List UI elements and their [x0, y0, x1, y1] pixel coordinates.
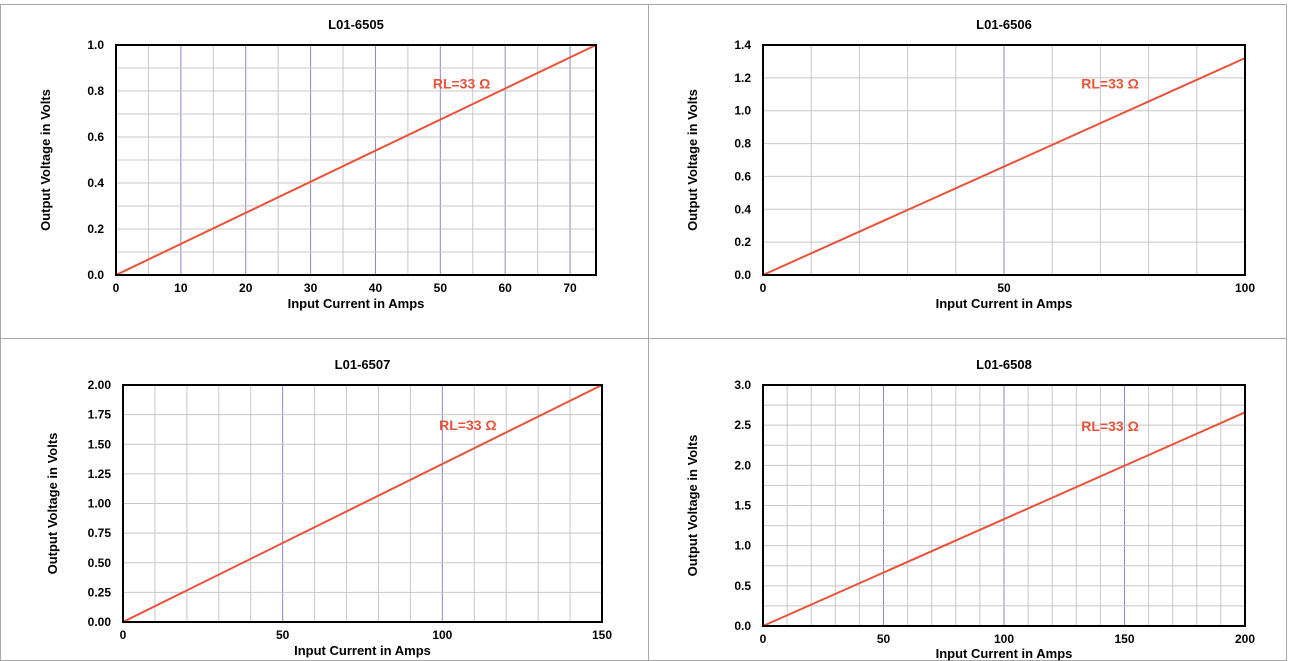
plot-grid: [763, 385, 1245, 626]
y-tick-label: 0.75: [88, 526, 112, 540]
y-tick-label: 3.0: [734, 378, 751, 392]
y-tick-label: 0.2: [734, 235, 751, 249]
y-tick-label: 2.0: [734, 458, 751, 472]
y-tick-label: 0.8: [734, 137, 751, 151]
series-line: [115, 44, 597, 276]
plot-grid: [116, 45, 596, 275]
y-tick-labels: 0.0 0.2 0.4 0.6 0.8 1.0: [87, 38, 104, 282]
x-tick-labels: 0 50 100 150: [120, 628, 613, 642]
y-tick-label: 0.4: [87, 176, 104, 190]
x-tick-label: 50: [877, 632, 891, 646]
y-tick-label: 1.2: [734, 71, 751, 85]
chart-title: L01-6508: [976, 357, 1032, 372]
chart-l01-6507: 0 50 100 150 0.00 0.25 0.50 0.75 1.00 1.25 1.50 1.…: [45, 357, 612, 658]
x-tick-label: 0: [120, 628, 127, 642]
y-tick-label: 0.50: [88, 556, 112, 570]
chart-title: L01-6507: [335, 357, 391, 372]
y-tick-label: 1.4: [734, 38, 751, 52]
plot-grid: [123, 385, 602, 622]
x-tick-labels: 0 50 100 150 200: [760, 632, 1256, 646]
load-resistance-annotation: RL=33 Ω: [433, 76, 491, 92]
x-tick-label: 0: [113, 281, 120, 295]
chart-title: L01-6506: [976, 17, 1032, 32]
x-tick-label: 150: [592, 628, 612, 642]
y-tick-labels: 0.0 0.5 1.0 1.5 2.0 2.5 3.0: [734, 378, 751, 633]
plot-area: [115, 44, 597, 276]
load-resistance-annotation: RL=33 Ω: [1081, 418, 1139, 434]
x-tick-label: 40: [369, 281, 383, 295]
x-tick-label: 50: [434, 281, 448, 295]
y-tick-label: 0.6: [87, 130, 104, 144]
y-axis-label: Output Voltage in Volts: [685, 435, 700, 577]
x-tick-labels: 0 10 20 30 40 50 60 70: [113, 281, 577, 295]
series-line: [122, 384, 603, 623]
y-tick-label: 0.6: [734, 169, 751, 183]
y-tick-label: 0.00: [88, 615, 112, 629]
load-resistance-annotation: RL=33 Ω: [439, 417, 497, 433]
x-axis-label: Input Current in Amps: [936, 296, 1073, 311]
x-tick-labels: 0 50 100: [760, 281, 1256, 295]
x-tick-label: 70: [563, 281, 577, 295]
chart-title: L01-6505: [328, 17, 384, 32]
chart-l01-6505: 0 10 20 30 40 50 60 70 0.0 0.2 0.4 0.6 0.8 1.0 L01-6…: [38, 17, 597, 311]
x-tick-label: 100: [432, 628, 452, 642]
y-tick-label: 0.2: [87, 222, 104, 236]
x-tick-label: 200: [1235, 632, 1255, 646]
x-tick-label: 30: [304, 281, 318, 295]
y-tick-label: 2.00: [88, 378, 112, 392]
x-axis-label: Input Current in Amps: [936, 646, 1073, 661]
x-axis-label: Input Current in Amps: [288, 296, 425, 311]
x-tick-label: 100: [1235, 281, 1255, 295]
y-tick-label: 0.0: [87, 268, 104, 282]
x-tick-label: 10: [174, 281, 188, 295]
plot-area: [762, 384, 1246, 627]
x-tick-label: 60: [499, 281, 513, 295]
y-tick-label: 1.0: [87, 38, 104, 52]
y-tick-label: 0.8: [87, 84, 104, 98]
x-tick-label: 50: [997, 281, 1011, 295]
y-tick-label: 1.50: [88, 437, 112, 451]
plot-grid: [763, 45, 1245, 275]
panel-frame: [0, 4, 1287, 661]
x-tick-label: 150: [1114, 632, 1134, 646]
plot-area: [762, 44, 1246, 276]
x-axis-label: Input Current in Amps: [294, 643, 431, 658]
y-tick-label: 2.5: [734, 418, 751, 432]
y-tick-label: 0.0: [734, 619, 751, 633]
y-axis-label: Output Voltage in Volts: [38, 89, 53, 231]
x-tick-label: 50: [276, 628, 290, 642]
y-tick-label: 1.0: [734, 104, 751, 118]
y-tick-label: 0.5: [734, 579, 751, 593]
series-line: [762, 57, 1246, 276]
chart-l01-6508: 0 50 100 150 200 0.0 0.5 1.0 1.5 2.0 2.5 3.0 L01-6…: [685, 357, 1255, 661]
y-axis-label: Output Voltage in Volts: [685, 89, 700, 231]
y-tick-label: 0.25: [88, 585, 112, 599]
x-tick-label: 0: [760, 632, 767, 646]
x-tick-label: 100: [994, 632, 1014, 646]
y-tick-labels: 0.00 0.25 0.50 0.75 1.00 1.25 1.50 1.75 2.00: [88, 378, 112, 629]
plot-area: [122, 384, 603, 623]
load-resistance-annotation: RL=33 Ω: [1081, 76, 1139, 92]
y-tick-label: 0.4: [734, 202, 751, 216]
x-tick-label: 20: [239, 281, 253, 295]
series-line: [762, 411, 1246, 627]
y-axis-label: Output Voltage in Volts: [45, 433, 60, 575]
y-tick-label: 1.00: [88, 497, 112, 511]
y-tick-label: 1.0: [734, 539, 751, 553]
y-tick-label: 1.75: [88, 408, 112, 422]
x-tick-label: 0: [760, 281, 767, 295]
y-tick-label: 1.5: [734, 499, 751, 513]
chart-l01-6506: 0 50 100 0.0 0.2 0.4 0.6 0.8 1.0 1.2 1.4 L01-6506…: [685, 17, 1255, 311]
y-tick-labels: 0.0 0.2 0.4 0.6 0.8 1.0 1.2 1.4: [734, 38, 751, 282]
y-tick-label: 0.0: [734, 268, 751, 282]
y-tick-label: 1.25: [88, 467, 112, 481]
